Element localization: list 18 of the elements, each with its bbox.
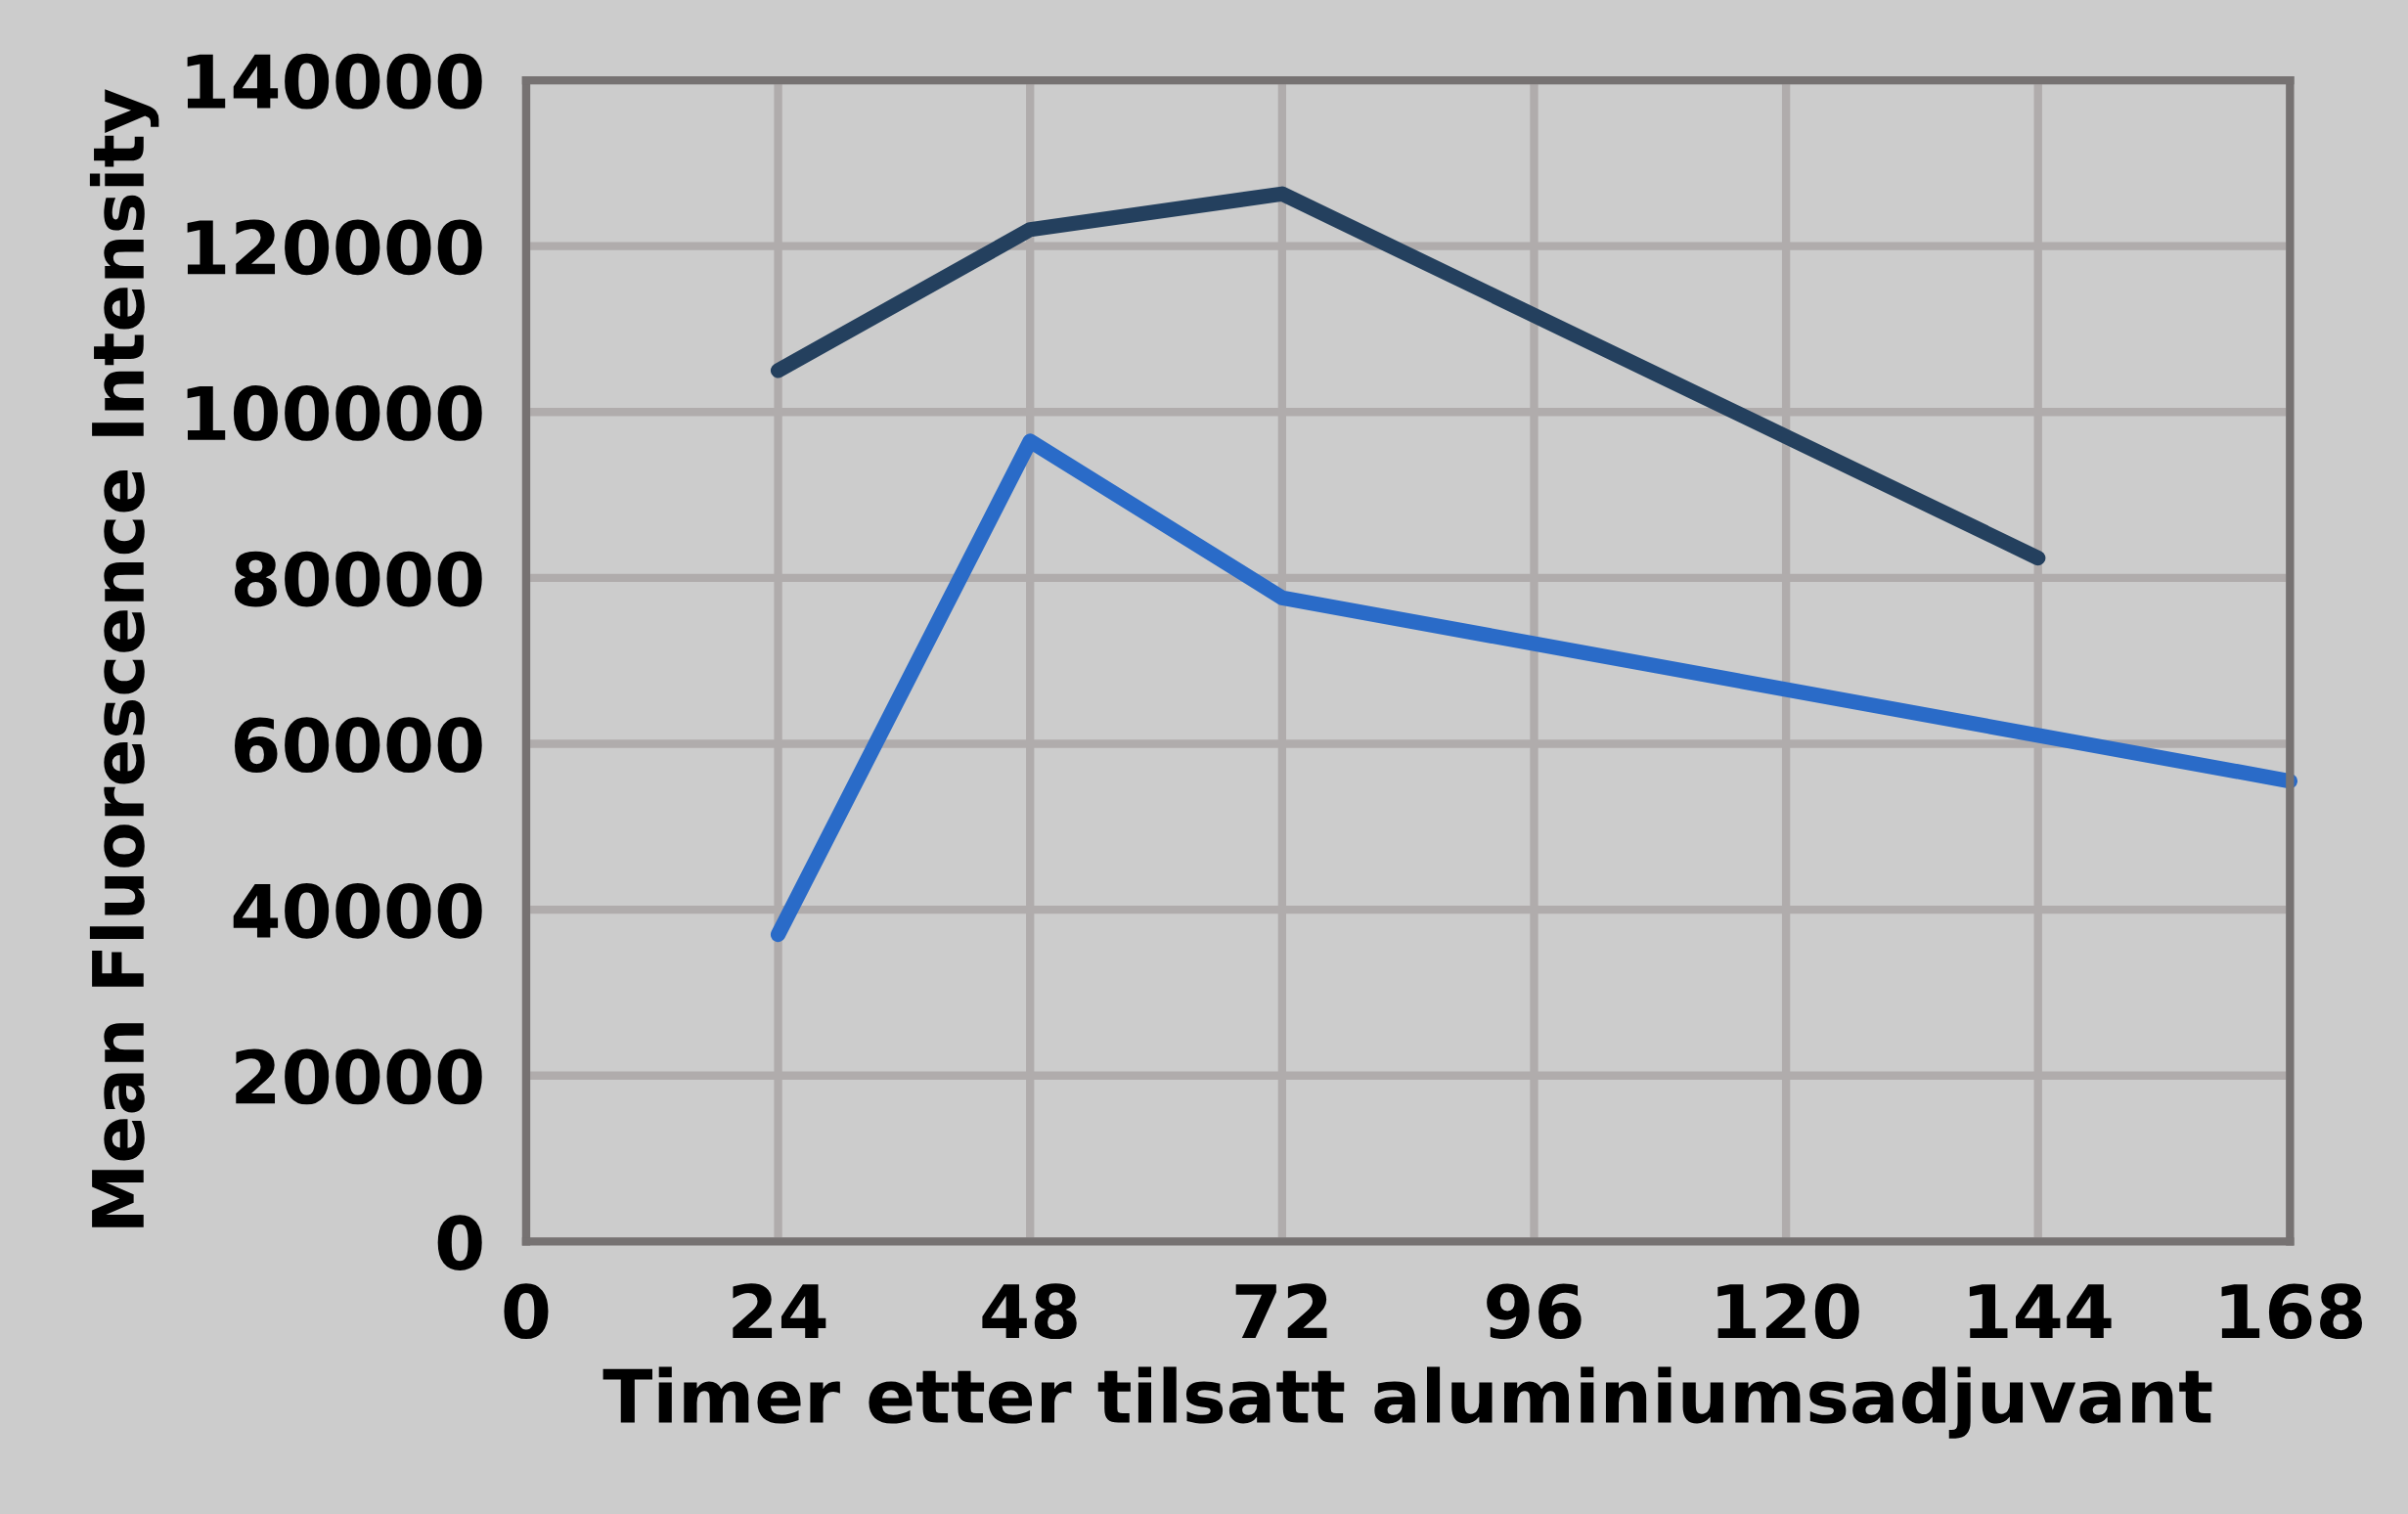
y-tick-label: 20000 [236, 1048, 482, 1105]
y-tick-label: 100000 [187, 385, 482, 441]
x-tick-label: 144 [1969, 1284, 2112, 1339]
x-tick-label: 48 [982, 1283, 1077, 1340]
y-tick-label: 80000 [234, 551, 482, 607]
x-tick-label: 72 [1235, 1283, 1327, 1339]
y-tick-label: 140000 [187, 53, 482, 110]
x-tick-label: 0 [504, 1283, 549, 1340]
x-axis-title: Timer etter tilsatt aluminiumsadjuvant [602, 1366, 2212, 1439]
y-tick-label: 40000 [233, 882, 482, 939]
x-tick-label: 96 [1487, 1283, 1582, 1340]
y-tick-label: 60000 [235, 717, 482, 774]
x-tick-label: 120 [1717, 1283, 1859, 1340]
x-tick-label: 168 [2221, 1283, 2362, 1340]
x-tick-label: 24 [733, 1283, 826, 1339]
y-tick-label: 120000 [187, 219, 482, 276]
y-axis-title: Mean Fluorescence Intensity [89, 89, 159, 1227]
y-tick-label: 0 [437, 1215, 482, 1270]
